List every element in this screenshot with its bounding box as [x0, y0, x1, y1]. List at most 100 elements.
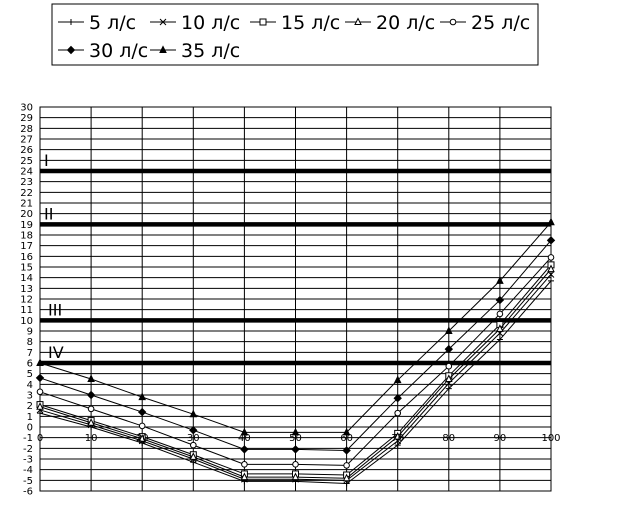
data-point	[393, 431, 402, 440]
data-point	[87, 374, 95, 382]
data-point	[547, 254, 555, 261]
y-tick-label: -2	[23, 444, 33, 455]
threshold-label: II	[44, 204, 53, 223]
data-point	[394, 409, 402, 417]
y-tick-label: 3	[27, 391, 33, 402]
legend-box	[51, 3, 539, 66]
data-point	[546, 236, 556, 245]
data-point	[496, 310, 504, 318]
data-point	[138, 392, 147, 401]
legend: 5 л/с 10 л/с 15 л/с 20 л/с 25 л/с 30 л/с 35 л/…	[51, 3, 539, 66]
data-point	[36, 402, 44, 410]
y-tick-label: 12	[20, 295, 33, 306]
y-tick-label: -6	[23, 487, 33, 498]
data-point	[291, 427, 300, 436]
data-point	[496, 324, 504, 332]
y-tick-label: 16	[20, 252, 33, 263]
x-tick-label: 60	[340, 433, 353, 444]
data-point	[292, 461, 299, 468]
x-tick-label: 30	[187, 433, 200, 444]
data-point	[138, 422, 146, 430]
data-point	[444, 374, 453, 382]
data-point	[189, 425, 198, 435]
data-point	[342, 473, 351, 482]
legend-item: 10 л/с	[150, 12, 240, 34]
data-point	[36, 358, 44, 366]
data-point	[240, 427, 249, 436]
legend-label: 10 л/с	[181, 12, 240, 34]
data-point	[37, 410, 43, 417]
x-tick-label: 100	[541, 433, 560, 444]
data-point	[393, 393, 402, 403]
data-point	[495, 295, 505, 305]
y-tick-label: 19	[20, 220, 33, 231]
data-point	[343, 462, 350, 469]
y-tick-label: 17	[20, 241, 33, 252]
y-tick-label: 2	[27, 401, 33, 412]
legend-item: 20 л/с	[345, 12, 435, 34]
threshold-label: IV	[48, 343, 64, 362]
y-tick-label: -5	[23, 476, 33, 487]
legend-marker	[449, 18, 457, 26]
x-tick-label: 40	[238, 433, 251, 444]
data-point	[291, 472, 300, 481]
plot-frame	[39, 106, 552, 492]
data-point	[547, 217, 555, 226]
data-point	[496, 276, 504, 284]
y-tick-label: 1	[27, 412, 33, 423]
x-tick-label: 90	[494, 433, 507, 444]
legend-item: 25 л/с	[440, 12, 530, 34]
y-tick-label: 21	[20, 199, 33, 210]
y-tick-label: 13	[20, 284, 33, 295]
y-tick-label: 18	[20, 231, 33, 242]
y-tick-label: 7	[27, 348, 33, 359]
y-tick-label: 27	[20, 135, 33, 146]
x-tick-label: 70	[391, 433, 404, 444]
plot-area: 3029282726252423222120191817161514131211…	[20, 103, 560, 498]
legend-label: 35 л/с	[181, 40, 240, 62]
data-point	[291, 445, 300, 454]
data-point	[241, 461, 248, 468]
legend-item: 5 л/с	[58, 12, 136, 34]
legend-item: 30 л/с	[58, 40, 148, 62]
data-point	[190, 441, 197, 449]
data-point	[394, 442, 401, 449]
series-5	[35, 236, 556, 455]
series-6	[36, 217, 555, 436]
threshold-label: III	[48, 300, 62, 319]
data-point	[137, 407, 147, 417]
y-tick-label: 23	[20, 177, 33, 188]
y-tick-label: -3	[23, 455, 33, 466]
data-point	[444, 326, 453, 334]
data-point	[496, 336, 503, 343]
data-point	[86, 390, 96, 400]
data-point	[547, 271, 555, 278]
y-tick-label: 8	[27, 337, 33, 348]
data-point	[87, 418, 95, 426]
data-point	[190, 459, 197, 466]
legend-label: 5 л/с	[89, 12, 136, 34]
legend-marker	[159, 45, 167, 53]
y-tick-label: 24	[20, 167, 33, 178]
y-tick-label: 9	[27, 327, 33, 338]
y-tick-label: 6	[27, 359, 33, 370]
legend-label: 25 л/с	[471, 12, 530, 34]
data-point	[343, 480, 350, 487]
x-tick-label: 80	[442, 433, 455, 444]
data-point	[393, 375, 402, 384]
y-tick-label: 25	[20, 156, 33, 167]
data-point	[240, 445, 249, 454]
legend-label: 15 л/с	[281, 12, 340, 34]
legend-item: 35 л/с	[150, 40, 240, 62]
legend-marker	[68, 19, 74, 25]
legend-marker	[259, 18, 267, 26]
data-point	[445, 362, 453, 370]
data-point	[35, 373, 45, 383]
y-tick-label: 20	[20, 209, 33, 220]
y-tick-label: 28	[20, 124, 33, 135]
x-tick-label: 20	[136, 433, 149, 444]
y-tick-label: 15	[20, 263, 33, 274]
y-tick-label: 5	[27, 369, 33, 380]
data-point	[189, 409, 198, 418]
y-tick-label: 26	[20, 145, 33, 156]
